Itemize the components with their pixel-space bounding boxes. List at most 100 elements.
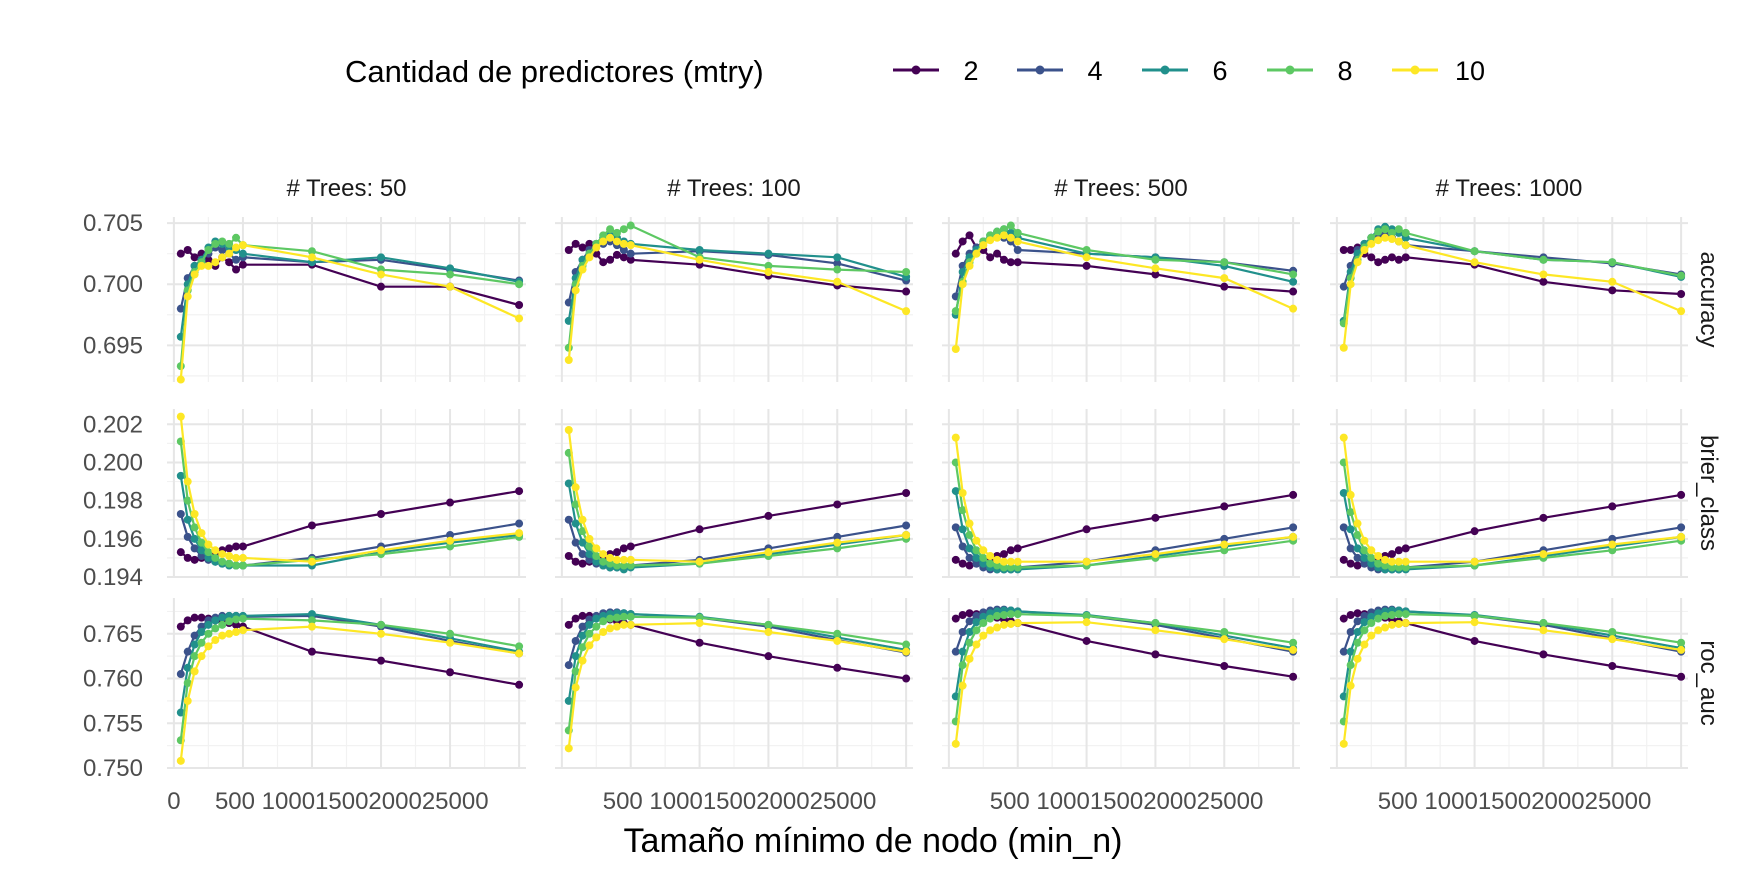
data-point (578, 527, 587, 536)
data-point (1401, 557, 1410, 566)
data-point (1367, 546, 1376, 555)
panel-accuracy-0 (167, 217, 526, 384)
data-point (204, 629, 213, 638)
legend-item-mtry-10: 10 (1392, 56, 1485, 86)
data-point (1360, 626, 1369, 635)
data-point (626, 241, 635, 250)
data-point (626, 221, 635, 230)
data-point (183, 292, 192, 301)
legend-title: Cantidad de predictores (mtry) (345, 54, 764, 89)
data-point (1151, 513, 1160, 522)
legend-item-mtry-2: 2 (893, 56, 979, 86)
data-point (218, 613, 227, 622)
data-point (446, 531, 455, 539)
data-point (1401, 228, 1410, 237)
data-point (592, 633, 601, 642)
data-point (951, 487, 960, 496)
data-point (764, 511, 773, 520)
data-point (612, 548, 621, 557)
data-point (958, 506, 967, 515)
data-point (211, 258, 220, 267)
series-line (567, 621, 907, 749)
data-point (197, 538, 206, 547)
data-point (238, 241, 247, 250)
data-point (986, 559, 995, 568)
data-point (619, 555, 628, 564)
data-point (972, 618, 981, 627)
data-point (958, 489, 967, 497)
data-point (1394, 619, 1403, 628)
data-point (1677, 271, 1686, 280)
data-point (1394, 255, 1403, 264)
data-point (232, 265, 241, 274)
series-mtry-10 (951, 231, 1298, 353)
data-point (218, 246, 227, 254)
data-point (1677, 307, 1686, 316)
data-point (958, 237, 967, 246)
data-point (958, 280, 967, 289)
data-point (833, 538, 842, 547)
data-point (1006, 557, 1015, 566)
data-point (764, 628, 773, 636)
data-point (190, 544, 199, 553)
data-point (1539, 255, 1548, 264)
data-point (183, 663, 192, 672)
data-point (1013, 237, 1022, 246)
data-point (1360, 640, 1369, 649)
data-point (619, 239, 628, 248)
data-point (571, 483, 580, 492)
data-point (1394, 563, 1403, 572)
data-point (1470, 636, 1479, 645)
data-point (1374, 614, 1383, 623)
data-point (1289, 672, 1298, 681)
data-point (1608, 258, 1617, 267)
data-point (1367, 239, 1376, 248)
data-point (999, 620, 1008, 629)
data-point (218, 237, 227, 246)
data-point (564, 356, 573, 364)
data-point (218, 550, 227, 559)
data-point (972, 553, 981, 562)
data-point (238, 260, 247, 269)
data-point (1470, 618, 1479, 627)
data-point (951, 345, 960, 353)
series-line (180, 616, 520, 686)
legend-key-point (1285, 65, 1295, 75)
data-point (232, 615, 241, 624)
data-point (612, 250, 621, 259)
data-point (204, 540, 213, 549)
data-point (1220, 662, 1229, 670)
legend-key-point (911, 65, 921, 75)
data-point (592, 622, 601, 631)
data-point (1339, 523, 1348, 532)
data-point (564, 620, 573, 629)
data-point (1339, 343, 1348, 352)
data-point (902, 521, 911, 530)
data-point (1082, 525, 1091, 534)
data-point (1353, 553, 1362, 562)
data-point (1346, 280, 1355, 289)
series-line (1342, 227, 1682, 324)
data-point (225, 629, 234, 638)
data-point (446, 542, 455, 551)
data-point (1346, 661, 1355, 670)
data-point (626, 612, 635, 621)
data-point (965, 261, 974, 270)
data-point (307, 622, 316, 631)
data-point (965, 553, 974, 562)
data-point (951, 614, 960, 623)
data-point (902, 287, 911, 296)
data-point (232, 542, 241, 551)
y-tick-label: 0.755 (83, 710, 143, 737)
data-point (218, 620, 227, 629)
data-point (979, 612, 988, 621)
data-point (578, 559, 587, 568)
data-point (204, 620, 213, 629)
data-point (965, 609, 974, 618)
data-point (225, 249, 234, 258)
data-point (225, 258, 234, 267)
data-point (238, 542, 247, 551)
data-point (211, 624, 220, 633)
data-point (612, 561, 621, 570)
data-point (1539, 650, 1548, 659)
